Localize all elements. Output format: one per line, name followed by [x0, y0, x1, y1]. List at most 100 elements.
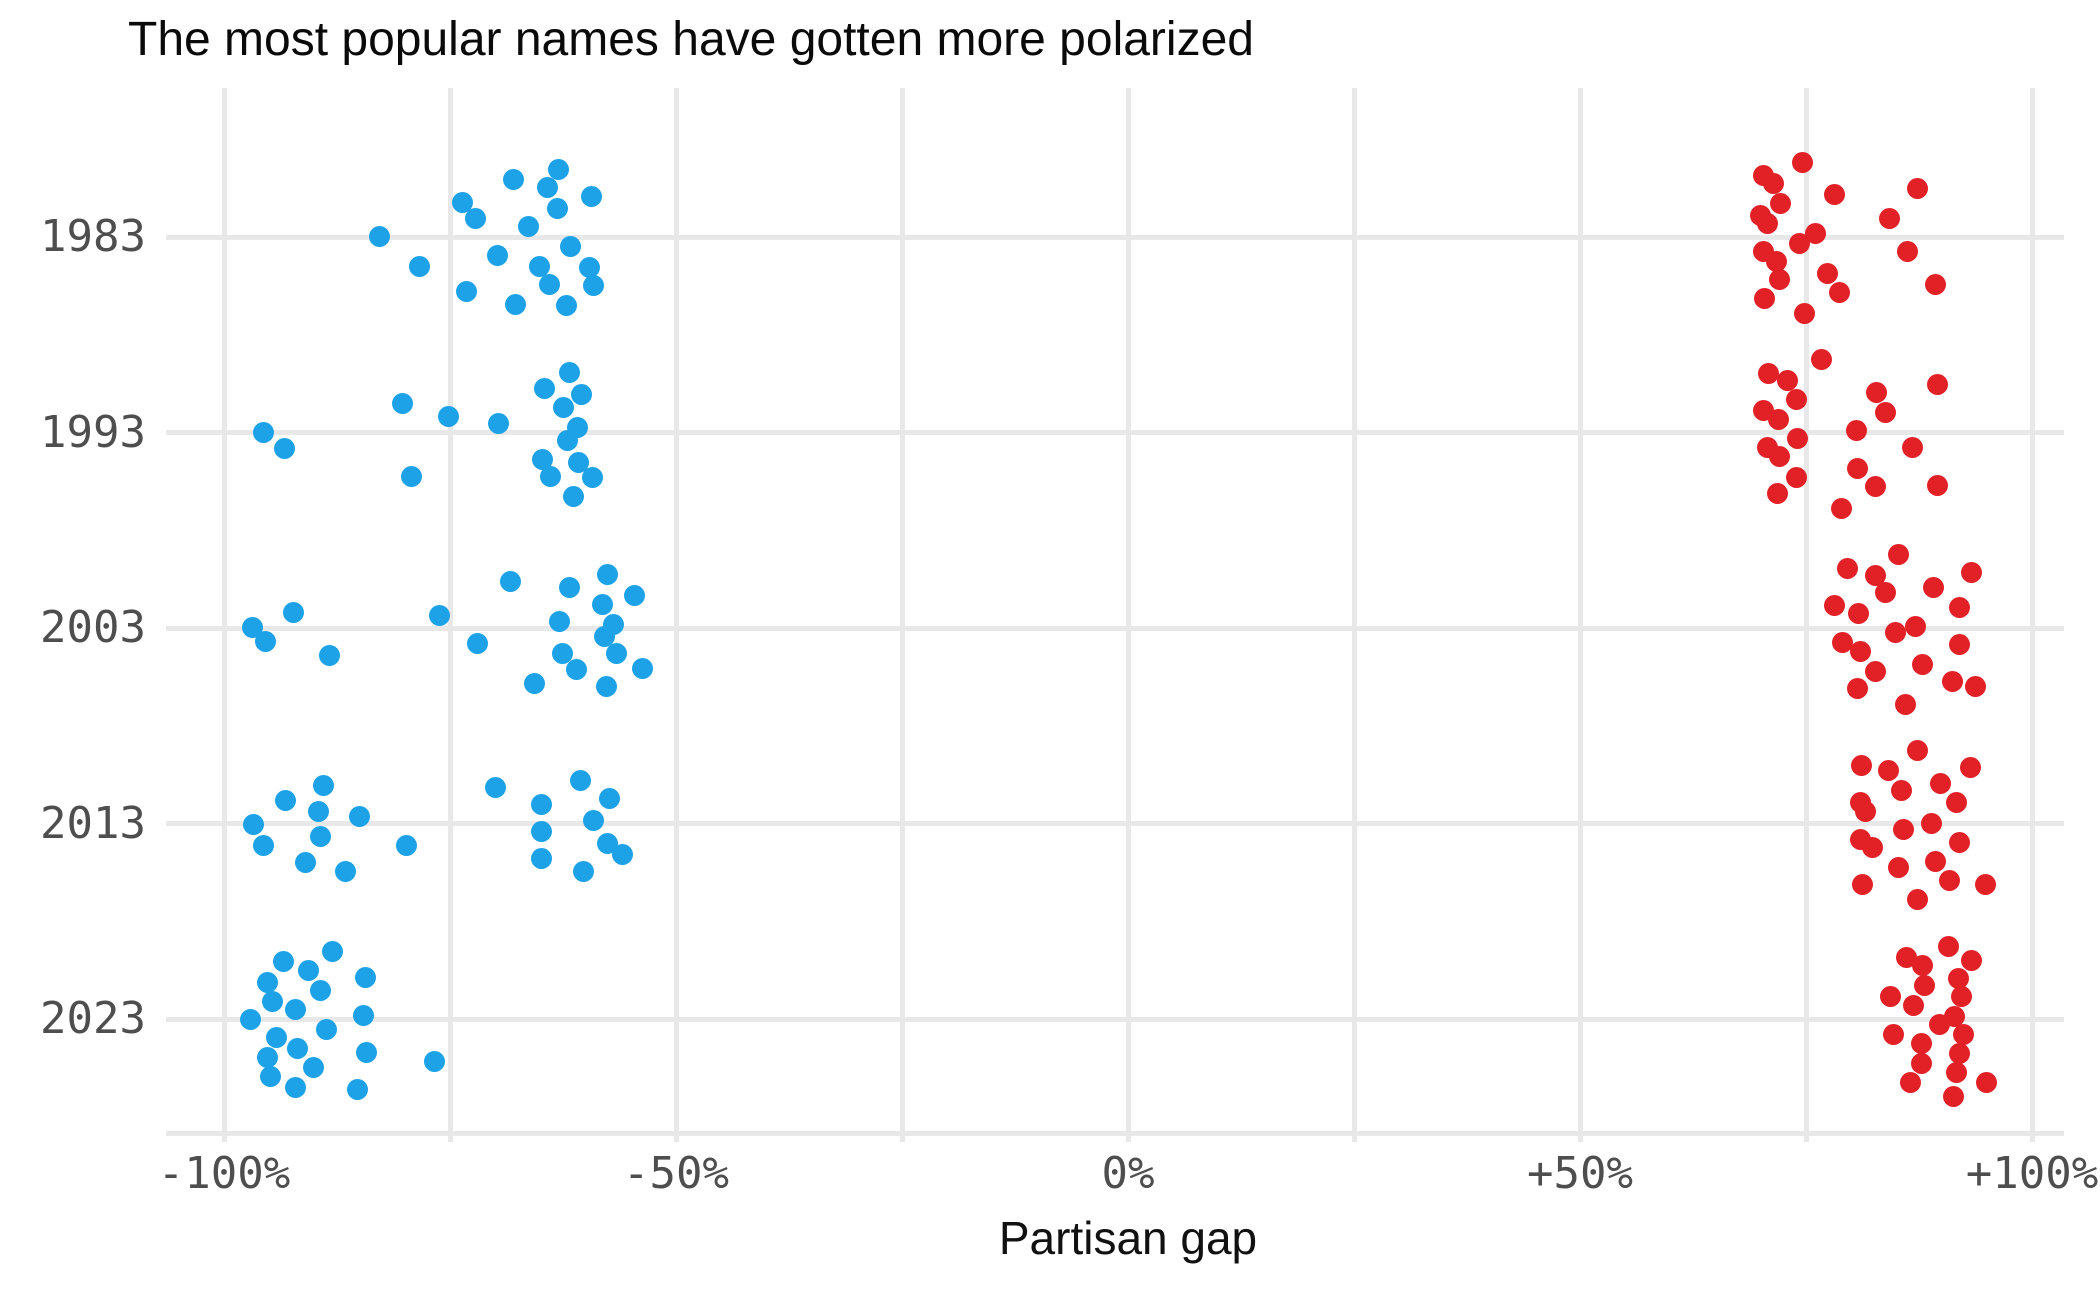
gridline-vertical — [1125, 88, 1131, 1142]
data-point-dot — [298, 959, 320, 981]
x-tick-label: -50% — [623, 1148, 729, 1199]
data-point-dot — [262, 990, 284, 1012]
data-point-dot — [578, 256, 600, 278]
data-point-dot — [1912, 653, 1934, 675]
data-point-dot — [312, 775, 334, 796]
gridline-horizontal — [166, 625, 2064, 631]
data-point-dot — [1924, 273, 1946, 295]
chart-title: The most popular names have gotten more … — [128, 13, 1254, 66]
data-point-dot — [1768, 409, 1790, 430]
data-point-dot — [547, 158, 569, 180]
data-point-dot — [1786, 467, 1808, 488]
data-point-dot — [1975, 874, 1997, 895]
data-point-dot — [598, 788, 620, 809]
data-point-dot — [484, 777, 506, 798]
data-point-dot — [1831, 631, 1853, 653]
data-point-dot — [500, 570, 522, 592]
data-point-dot — [538, 273, 560, 295]
data-point-dot — [592, 593, 614, 615]
data-point-dot — [352, 1004, 374, 1026]
data-point-dot — [1896, 240, 1918, 262]
data-point-dot — [1960, 949, 1982, 971]
data-point-dot — [1883, 1023, 1905, 1045]
data-point-dot — [530, 794, 552, 815]
data-point-dot — [356, 1041, 378, 1063]
data-point-dot — [1850, 755, 1872, 776]
data-point-dot — [466, 632, 488, 654]
data-point-dot — [559, 235, 581, 257]
data-point-dot — [1769, 268, 1791, 290]
data-point-dot — [632, 657, 654, 679]
data-point-dot — [583, 810, 605, 831]
data-point-dot — [1786, 389, 1808, 410]
data-point-dot — [583, 274, 605, 296]
data-point-dot — [1900, 1071, 1922, 1093]
data-point-dot — [283, 601, 305, 623]
data-point-dot — [273, 950, 295, 972]
data-point-dot — [537, 176, 559, 198]
data-point-dot — [1960, 757, 1982, 778]
data-point-dot — [547, 197, 569, 219]
x-tick-label: +50% — [1527, 1148, 1633, 1199]
data-point-dot — [1837, 557, 1859, 579]
data-point-dot — [392, 393, 414, 414]
data-point-dot — [1941, 670, 1963, 692]
data-point-dot — [1875, 402, 1897, 423]
data-point-dot — [307, 801, 329, 822]
data-point-dot — [1855, 801, 1877, 822]
x-tick-label: +100% — [1965, 1148, 2099, 1199]
gridline-vertical — [1803, 88, 1809, 1142]
data-point-dot — [553, 397, 575, 418]
data-point-dot — [1913, 974, 1935, 996]
data-point-dot — [1830, 498, 1852, 519]
data-point-dot — [1976, 1071, 1998, 1093]
data-point-dot — [396, 835, 418, 856]
data-point-dot — [530, 821, 552, 842]
data-point-dot — [1949, 1042, 1971, 1064]
data-point-dot — [255, 630, 277, 652]
data-point-dot — [1922, 576, 1944, 598]
data-point-dot — [530, 848, 552, 869]
data-point-dot — [1949, 633, 1971, 655]
data-point-dot — [1804, 222, 1826, 244]
data-point-dot — [1902, 437, 1924, 458]
data-point-dot — [539, 466, 561, 487]
data-point-dot — [581, 185, 603, 207]
data-point-dot — [1846, 420, 1868, 441]
data-point-dot — [1930, 773, 1952, 794]
data-point-dot — [1823, 594, 1845, 616]
data-point-dot — [1893, 819, 1915, 840]
data-point-dot — [1762, 172, 1784, 194]
data-point-dot — [1939, 870, 1961, 891]
data-point-dot — [1756, 212, 1778, 234]
data-point-dot — [505, 293, 527, 315]
data-point-dot — [1810, 349, 1832, 370]
data-point-dot — [302, 1056, 324, 1078]
data-point-dot — [1823, 183, 1845, 205]
data-point-dot — [1847, 602, 1869, 624]
data-point-dot — [1878, 207, 1900, 229]
data-point-dot — [1949, 596, 1971, 618]
data-point-dot — [1847, 677, 1869, 699]
data-point-dot — [556, 294, 578, 316]
data-point-dot — [1852, 874, 1874, 895]
data-point-dot — [1787, 428, 1809, 449]
data-point-dot — [1949, 832, 1971, 853]
data-point-dot — [1777, 370, 1799, 391]
data-point-dot — [1862, 837, 1884, 858]
y-tick-label: 2023 — [40, 993, 146, 1044]
data-point-dot — [334, 861, 356, 882]
data-point-dot — [1943, 1005, 1965, 1027]
data-point-dot — [1847, 458, 1869, 479]
data-point-dot — [1828, 281, 1850, 303]
data-point-dot — [1770, 192, 1792, 214]
data-point-dot — [612, 844, 634, 865]
data-point-dot — [1887, 543, 1909, 565]
data-point-dot — [265, 1026, 287, 1048]
data-point-dot — [243, 814, 265, 835]
data-point-dot — [502, 168, 524, 190]
data-point-dot — [523, 672, 545, 694]
y-tick-label: 2003 — [40, 602, 146, 653]
gridline-vertical — [673, 88, 679, 1142]
